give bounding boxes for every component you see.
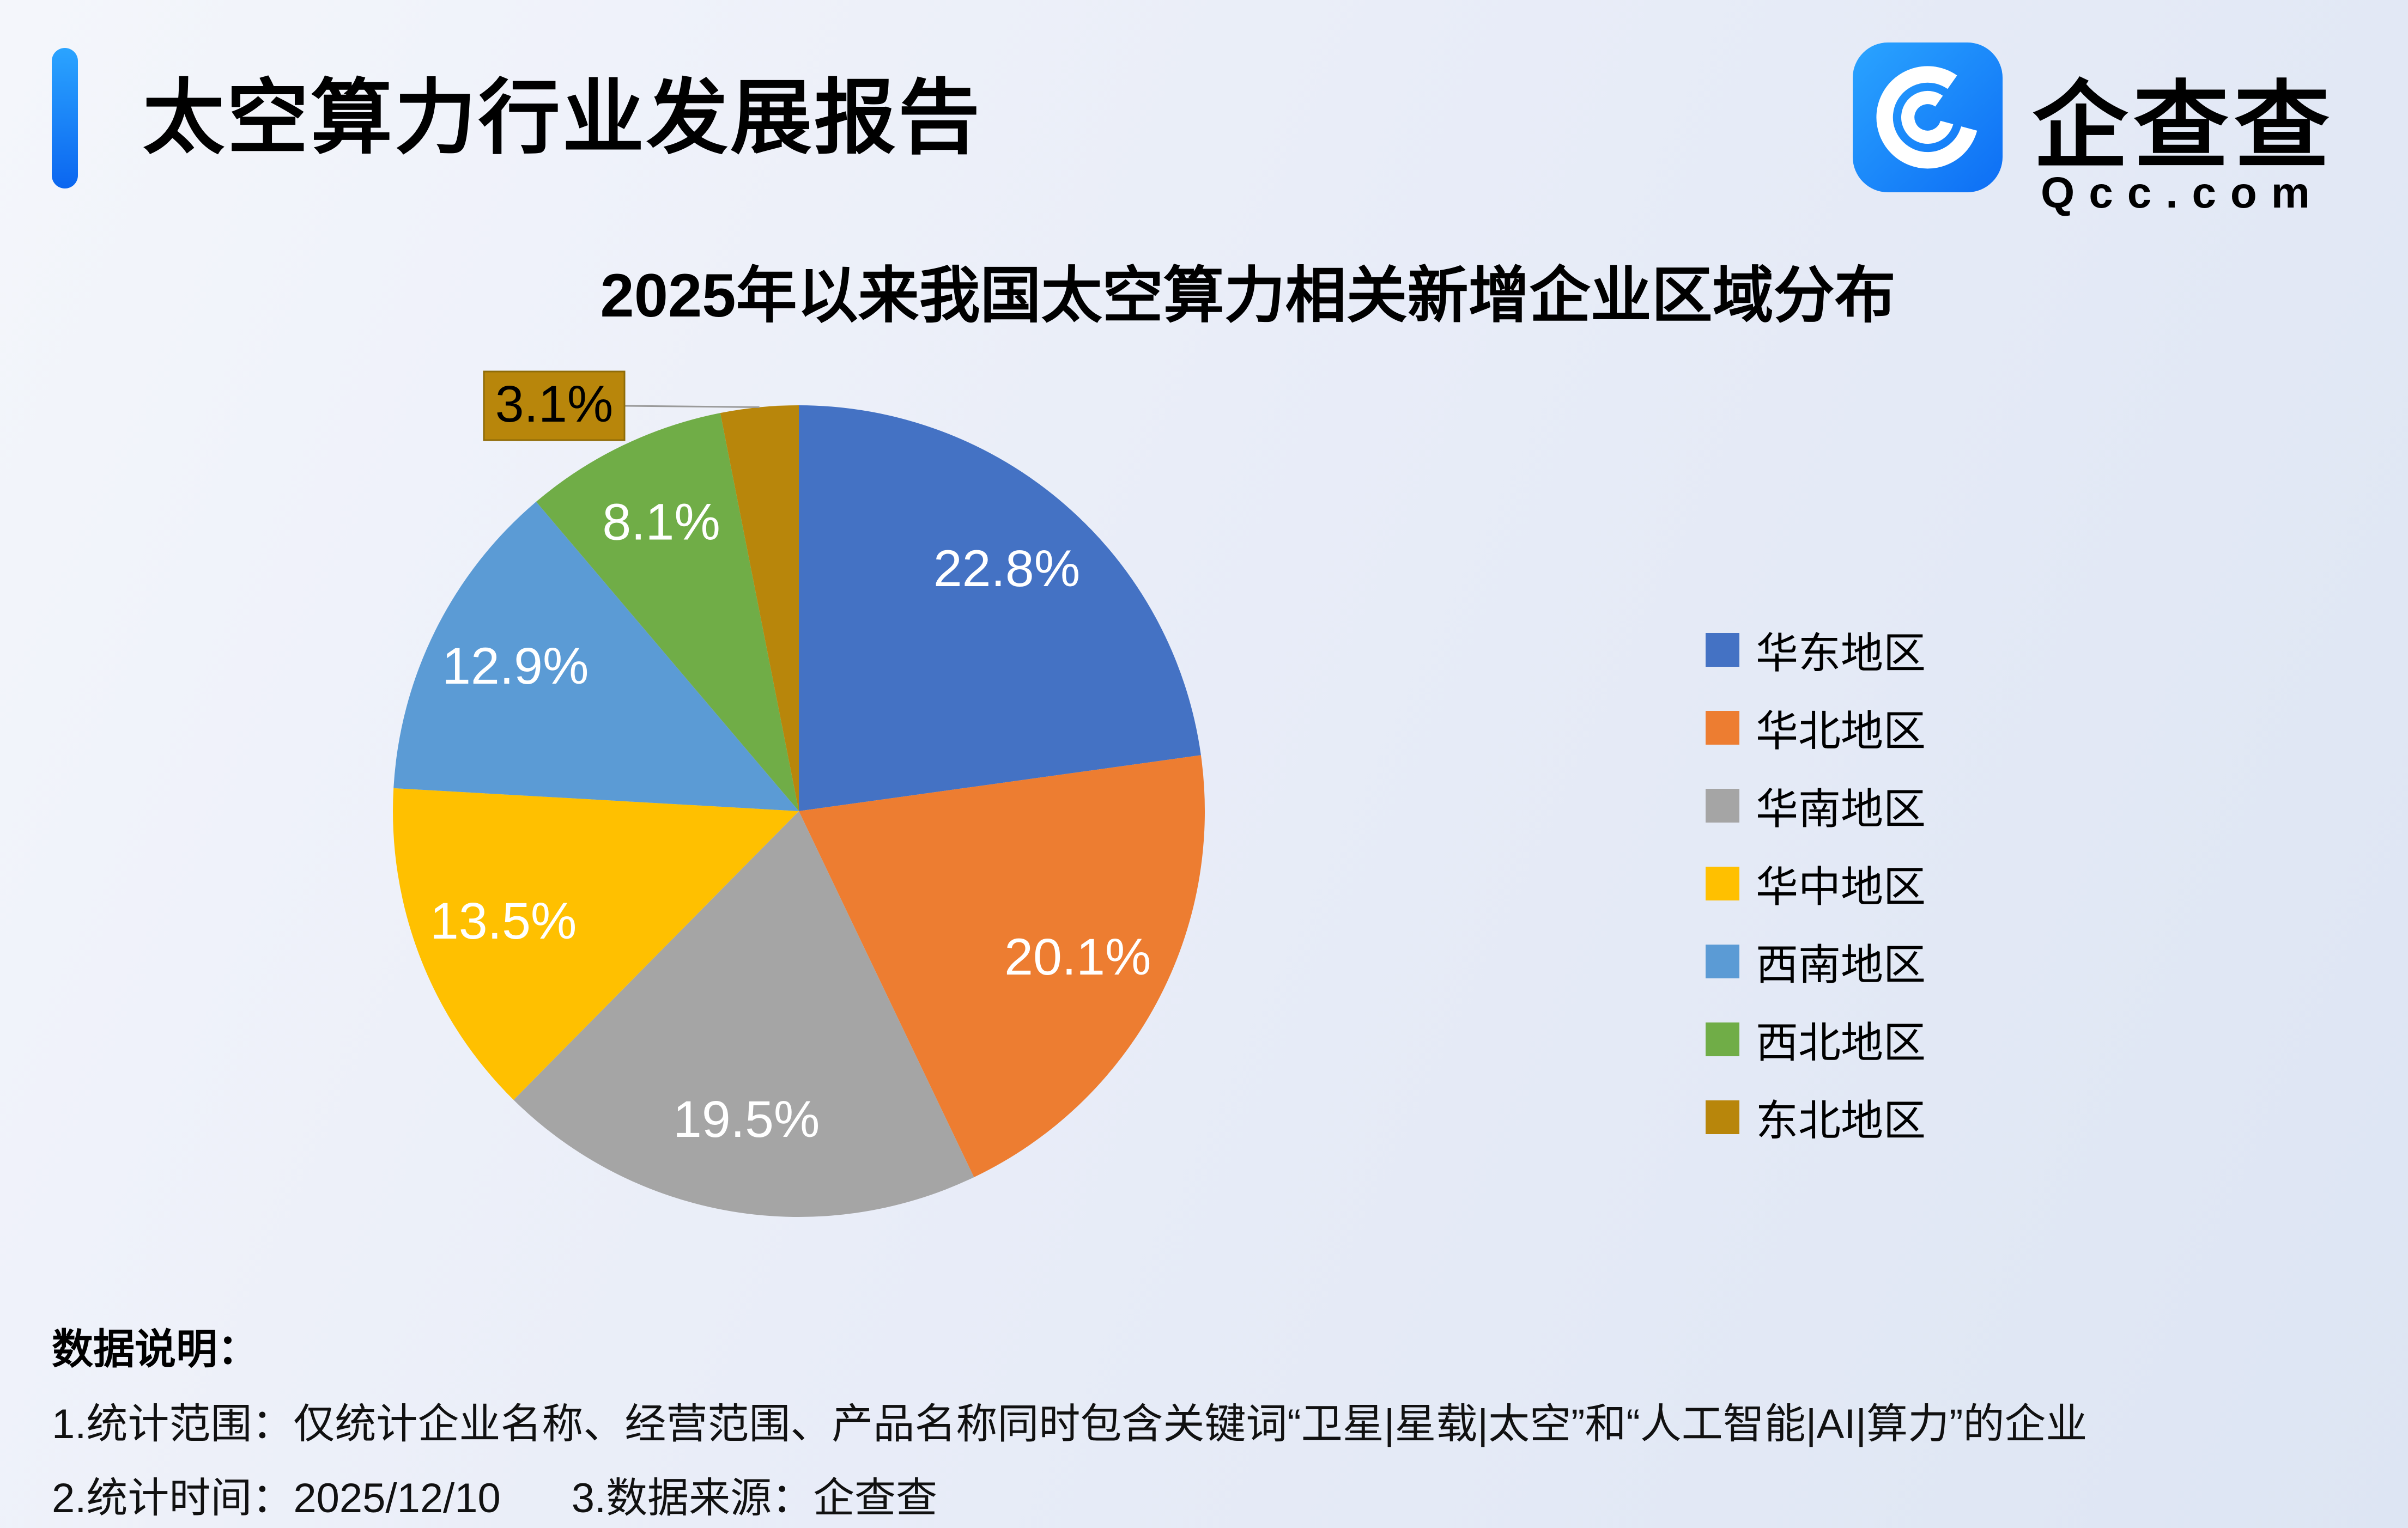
callout-box [483,370,626,441]
legend-item-华南地区: 华南地区 [1706,777,1926,834]
legend-swatch [1706,866,1739,900]
pie-label-西北地区: 8.1% [602,494,720,551]
pie-slice-华东地区 [799,405,1201,811]
page-title: 太空算力行业发展报告 [143,72,982,163]
legend-label: 华南地区 [1756,784,1926,833]
legend-item-东北地区: 东北地区 [1706,1088,1926,1146]
legend-item-华北地区: 华北地区 [1706,699,1926,756]
legend-label: 华北地区 [1756,707,1926,755]
legend-item-西北地区: 西北地区 [1706,1010,1926,1068]
pie-slice-西北地区 [536,413,799,811]
pie-label-华南地区: 19.5% [673,1091,820,1148]
notes-date: 2.统计时间：2025/12/10 [52,1475,501,1521]
pie-slice-华北地区 [799,755,1205,1178]
legend-item-华中地区: 华中地区 [1706,855,1926,912]
callout-leader-line [624,405,760,408]
legend-item-西南地区: 西南地区 [1706,933,1926,990]
qcc-logo-icon [1853,42,2003,192]
title-accent-bar [52,48,78,188]
legend-swatch [1706,944,1739,978]
legend-swatch [1706,710,1739,745]
brand-domain: Qcc.com [2041,168,2324,217]
legend-swatch [1706,1100,1739,1134]
brand-name: 企查查 [2033,74,2335,180]
pie-chart-svg: 22.8% 20.1% 19.5% 13.5% 12.9% 8.1% 3.1% [393,370,1205,1217]
legend-label: 华东地区 [1756,629,1926,677]
brand-block: 企查查 Qcc.com [1853,38,2376,234]
legend-label: 西南地区 [1756,940,1926,989]
legend-item-华东地区: 华东地区 [1706,621,1926,678]
pie-label-西南地区: 12.9% [442,637,589,695]
chart-title: 2025年以来我国太空算力相关新增企业区域分布 [600,261,1896,330]
notes-line2: 2.统计时间：2025/12/10 3.数据来源：企查查 [52,1464,937,1524]
pie-slice-西南地区 [393,502,799,811]
legend-swatch [1706,788,1739,823]
pie-label-华北地区: 20.1% [1004,928,1151,986]
notes-heading: 数据说明： [52,1326,259,1373]
legend-label: 西北地区 [1756,1018,1926,1067]
pie-label-华东地区: 22.8% [933,540,1080,598]
pie-label-东北地区: 3.1% [495,375,614,433]
notes-source: 3.数据来源：企查查 [571,1475,938,1521]
pie-label-华中地区: 13.5% [430,892,577,950]
pie-slice-东北地区 [720,405,799,811]
legend-swatch [1706,632,1739,667]
pie-slice-华中地区 [393,788,799,1100]
legend-label: 东北地区 [1756,1096,1926,1145]
notes-scope: 1.统计范围：仅统计企业名称、经营范围、产品名称同时包含关键词“卫星|星载|太空… [52,1401,2088,1447]
pie-slice-华南地区 [513,811,974,1217]
pie-chart: 22.8% 20.1% 19.5% 13.5% 12.9% 8.1% 3.1% [354,338,1308,1264]
legend-label: 华中地区 [1756,862,1926,911]
legend: 华东地区华北地区华南地区华中地区西南地区西北地区东北地区 [1706,621,1926,1166]
legend-swatch [1706,1022,1739,1056]
